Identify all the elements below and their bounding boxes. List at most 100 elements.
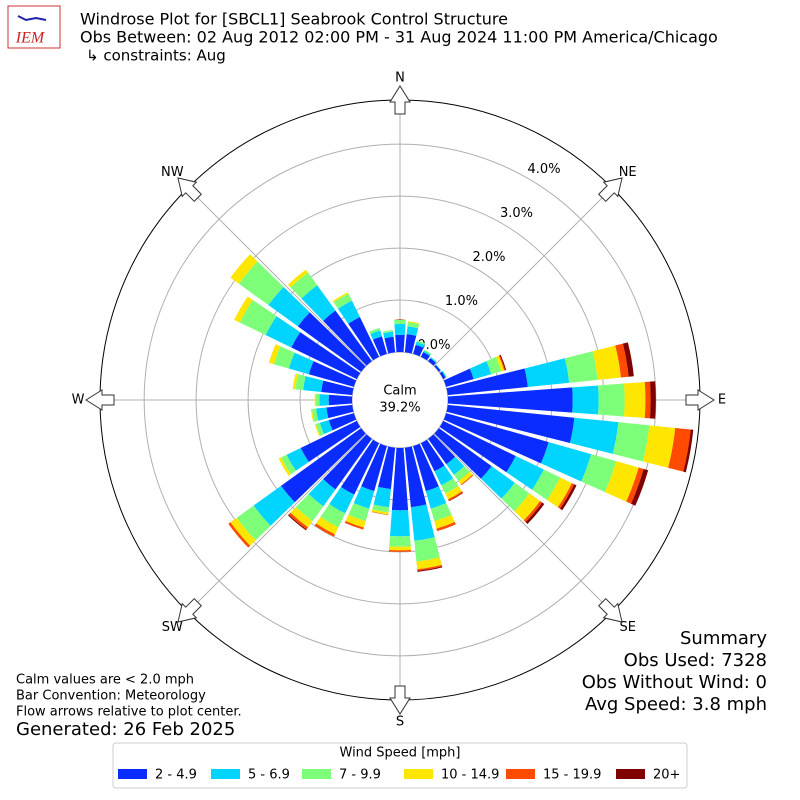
- bar-segment: [446, 404, 575, 444]
- logo-text: IEM: [15, 30, 46, 47]
- bar-segment: [407, 322, 420, 329]
- bar-segment: [316, 517, 339, 535]
- bar-segment: [413, 344, 424, 357]
- bar-segment: [434, 465, 454, 486]
- bar-segment: [434, 365, 441, 372]
- bar-segment: [273, 346, 295, 369]
- bar-segment: [372, 504, 390, 513]
- bar-segment: [499, 354, 507, 371]
- bar-segment: [320, 504, 346, 528]
- bar-segment: [295, 374, 306, 391]
- bar-segment: [268, 286, 310, 327]
- legend-label: 7 - 9.9: [339, 768, 381, 783]
- bar-segment: [348, 317, 380, 361]
- bar-segment: [348, 503, 370, 522]
- direction-label: E: [718, 393, 726, 408]
- bar-segment: [290, 272, 318, 299]
- direction-label: N: [395, 71, 405, 86]
- bar-segment: [420, 439, 445, 472]
- bar-segment: [319, 394, 329, 406]
- direction-label: SE: [619, 620, 635, 635]
- legend-title: Wind Speed [mph]: [340, 746, 461, 761]
- legend-swatch: [118, 769, 147, 779]
- bar-segment: [332, 292, 349, 303]
- bar-segment: [404, 334, 417, 354]
- flow-arrow: [177, 597, 203, 623]
- bar-segment: [286, 448, 309, 471]
- bar-segment: [378, 446, 396, 490]
- bar-segment: [604, 461, 639, 502]
- bar-segment: [300, 420, 361, 463]
- bar-segment: [230, 254, 258, 284]
- spoke: [187, 433, 367, 613]
- legend-label: 2 - 4.9: [155, 768, 197, 783]
- r-tick-label: 1.0%: [445, 294, 478, 309]
- bar-segment: [615, 343, 629, 378]
- bar-segment: [458, 471, 473, 485]
- legend-label: 5 - 6.9: [248, 768, 290, 783]
- bar-segment: [598, 383, 625, 417]
- bar-segment: [287, 269, 309, 288]
- calm-value: 39.2%: [379, 401, 420, 416]
- bar-segment: [372, 336, 387, 357]
- bar-segment: [560, 484, 577, 511]
- flow-arrow: [177, 177, 203, 203]
- bar-segment: [337, 300, 360, 324]
- legend-swatch: [404, 769, 433, 779]
- bar-segment: [434, 514, 455, 529]
- logo-frame: [7, 5, 61, 49]
- chart-title: Windrose Plot for [SBCL1] Seabrook Contr…: [80, 10, 508, 29]
- constraints: ↳ constraints: Aug: [86, 47, 226, 65]
- bar-segment: [344, 521, 364, 530]
- bar-segment: [370, 330, 382, 340]
- bar-segment: [292, 373, 299, 390]
- bar-segment: [442, 370, 447, 378]
- flow-arrow: [685, 389, 715, 411]
- bar-segment: [644, 381, 651, 419]
- spoke: [433, 187, 613, 367]
- bar-segment: [569, 417, 619, 454]
- bar-segment: [308, 361, 357, 387]
- direction-label: SW: [162, 620, 183, 635]
- bar-segment: [417, 566, 443, 572]
- bar-segment: [581, 454, 617, 493]
- bar-segment: [514, 493, 541, 521]
- bar-segment: [371, 511, 389, 515]
- bar-segment: [353, 486, 375, 509]
- bar-segment: [626, 467, 644, 504]
- r-tick-label: 0.0%: [417, 338, 450, 353]
- bar-segment: [439, 371, 446, 380]
- bar-segment: [495, 355, 505, 372]
- bar-segment: [319, 420, 333, 435]
- bar-segment: [406, 326, 419, 336]
- bar-segment: [315, 393, 320, 407]
- bar-segment: [501, 482, 530, 512]
- bar-segment: [394, 323, 406, 336]
- direction-label: NE: [619, 165, 637, 180]
- note: Bar Convention: Meteorology: [16, 689, 206, 704]
- spoke: [433, 433, 613, 613]
- bar-segment: [389, 535, 411, 547]
- bar-segment: [315, 422, 324, 436]
- logo-icon: [17, 15, 47, 22]
- spoke: [187, 187, 367, 367]
- flow-arrow: [85, 389, 115, 411]
- bar-segment: [265, 316, 301, 348]
- bar-segment: [410, 504, 435, 541]
- bar-segment: [384, 336, 396, 354]
- bar-segment: [436, 521, 456, 532]
- bar-segment: [371, 509, 389, 515]
- bar-segment: [416, 557, 442, 570]
- bar-segment: [314, 423, 321, 437]
- bar-segment: [281, 454, 296, 475]
- bar-segment: [423, 350, 431, 357]
- bar-segment: [469, 361, 492, 380]
- bar-segment: [415, 341, 425, 348]
- r-tick-label: 4.0%: [528, 162, 561, 177]
- bar-segment: [333, 293, 352, 309]
- bar-segment: [328, 413, 357, 431]
- bar-segment: [288, 352, 314, 375]
- legend-label: 20+: [653, 768, 680, 783]
- bar-segment: [253, 485, 295, 526]
- summary: Summary: [680, 628, 767, 649]
